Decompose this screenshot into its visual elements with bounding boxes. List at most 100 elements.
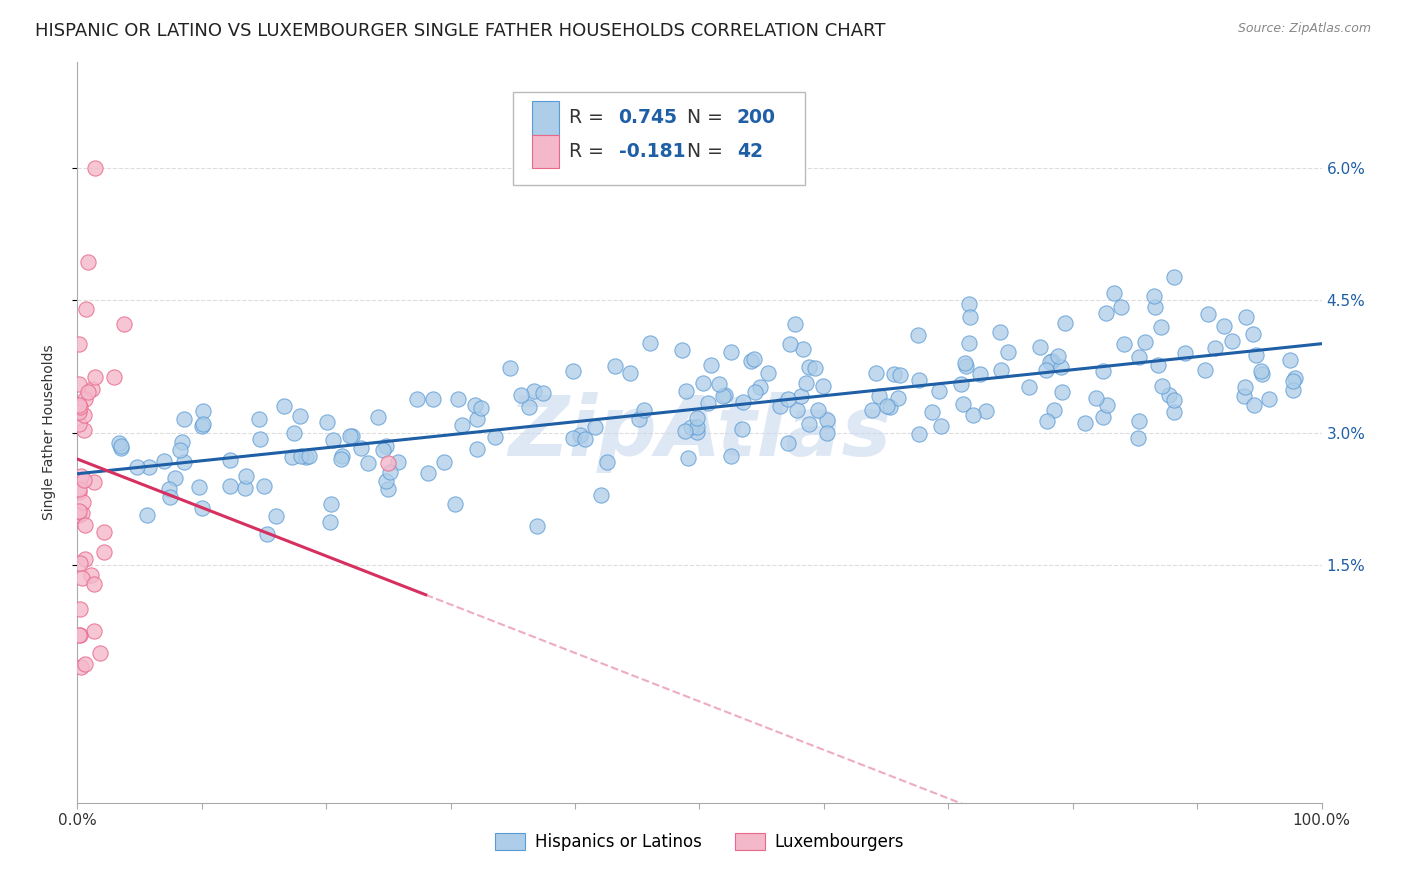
Point	[790, 389, 813, 403]
Point	[470, 401, 492, 415]
Point	[1128, 414, 1150, 428]
Point	[1128, 351, 1150, 365]
Point	[720, 449, 742, 463]
Point	[731, 394, 754, 409]
Point	[974, 404, 997, 418]
Point	[619, 366, 641, 380]
Point	[675, 384, 697, 398]
Point	[1234, 310, 1257, 324]
Point	[709, 377, 731, 392]
Point	[67, 484, 90, 499]
Point	[1029, 340, 1052, 354]
Point	[700, 359, 723, 373]
Point	[1279, 352, 1302, 367]
Point	[813, 378, 835, 392]
Point	[1094, 306, 1116, 320]
Point	[1220, 334, 1243, 349]
Point	[713, 388, 735, 402]
Point	[499, 360, 522, 375]
Point	[173, 455, 195, 469]
Point	[921, 405, 943, 419]
Point	[1097, 398, 1119, 412]
Point	[868, 389, 890, 403]
Point	[72, 495, 94, 509]
Point	[569, 428, 592, 442]
Legend: Hispanics or Latinos, Luxembourgers: Hispanics or Latinos, Luxembourgers	[488, 826, 911, 857]
Point	[416, 466, 439, 480]
Point	[605, 359, 627, 373]
Point	[679, 420, 702, 434]
Point	[288, 409, 311, 423]
Point	[264, 508, 287, 523]
Point	[1147, 358, 1170, 372]
Point	[219, 453, 242, 467]
Point	[163, 471, 186, 485]
Point	[585, 420, 607, 434]
Point	[792, 342, 814, 356]
Point	[433, 455, 456, 469]
Point	[988, 325, 1011, 339]
Point	[589, 488, 612, 502]
Point	[1128, 431, 1150, 445]
FancyBboxPatch shape	[531, 135, 558, 168]
Point	[76, 384, 98, 399]
Point	[1250, 364, 1272, 378]
Point	[786, 403, 808, 417]
Point	[783, 317, 806, 331]
Point	[135, 508, 157, 522]
Point	[1233, 380, 1256, 394]
Point	[929, 418, 952, 433]
Point	[1163, 270, 1185, 285]
Point	[997, 344, 1019, 359]
Point	[962, 408, 984, 422]
Point	[80, 382, 103, 396]
Point	[797, 417, 820, 432]
Point	[73, 423, 96, 437]
Point	[959, 310, 981, 324]
Point	[673, 424, 696, 438]
Point	[83, 577, 105, 591]
Point	[1282, 383, 1305, 397]
Point	[110, 441, 132, 455]
FancyBboxPatch shape	[531, 102, 558, 135]
Point	[319, 515, 342, 529]
Point	[387, 455, 409, 469]
Point	[1233, 389, 1256, 403]
Text: N =: N =	[675, 142, 728, 161]
Point	[450, 418, 472, 433]
Point	[720, 344, 742, 359]
Point	[329, 452, 352, 467]
Point	[1250, 368, 1272, 382]
Point	[686, 425, 709, 439]
Point	[103, 370, 125, 384]
Point	[247, 412, 270, 426]
Point	[815, 425, 838, 440]
Point	[170, 435, 193, 450]
Point	[69, 628, 91, 642]
Point	[67, 482, 90, 496]
Point	[377, 456, 399, 470]
Point	[1152, 379, 1174, 393]
Point	[70, 660, 93, 674]
Point	[374, 439, 396, 453]
Point	[93, 525, 115, 540]
Point	[1092, 364, 1115, 378]
Point	[638, 335, 661, 350]
Point	[83, 624, 105, 639]
Point	[953, 355, 976, 369]
Point	[1241, 326, 1264, 341]
Point	[1163, 393, 1185, 408]
Point	[157, 483, 180, 497]
Point	[562, 364, 585, 378]
Text: 0.745: 0.745	[619, 109, 678, 128]
Point	[957, 297, 980, 311]
Point	[1074, 417, 1097, 431]
Point	[686, 410, 709, 425]
Point	[803, 360, 825, 375]
Point	[887, 391, 910, 405]
Point	[69, 602, 91, 616]
Point	[1243, 398, 1265, 412]
Point	[731, 422, 754, 436]
Text: R =: R =	[569, 142, 610, 161]
Point	[191, 417, 214, 431]
